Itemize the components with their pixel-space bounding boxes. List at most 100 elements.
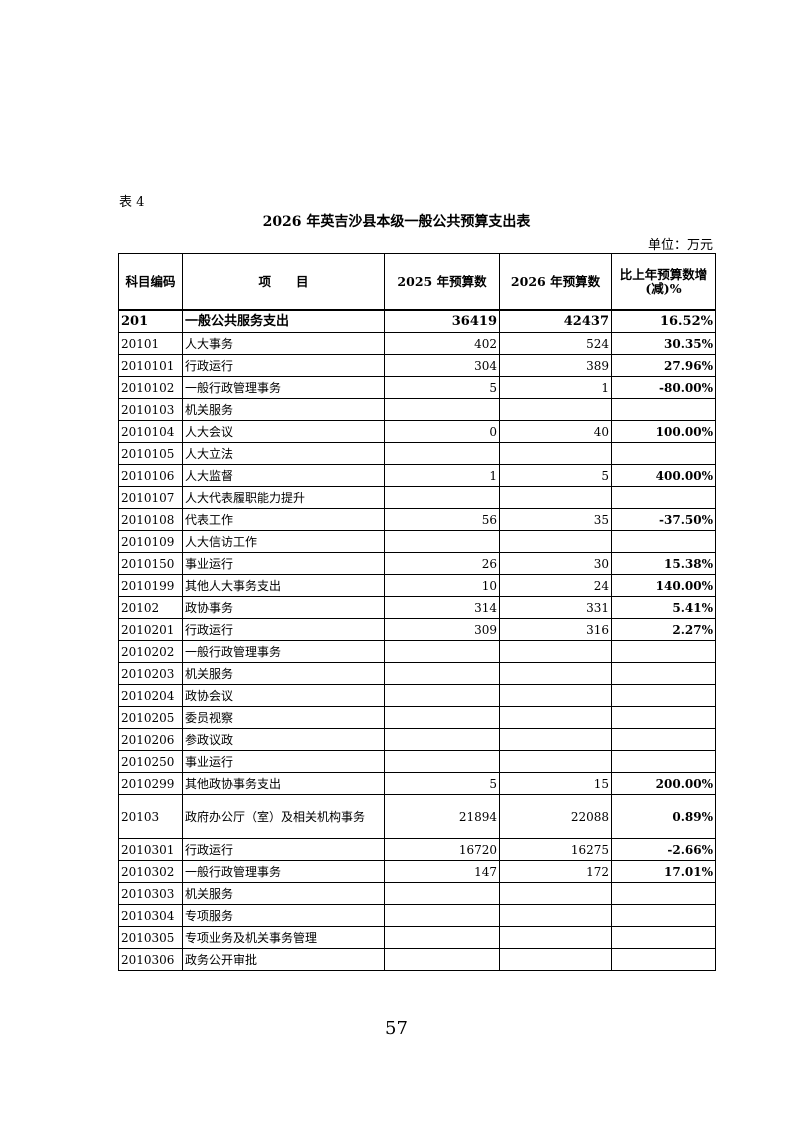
cell-item: 委员视察 bbox=[182, 706, 385, 729]
cell-item: 政务公开审批 bbox=[182, 948, 385, 971]
cell-change bbox=[611, 684, 716, 707]
cell-2025: 16720 bbox=[384, 838, 500, 861]
cell-2026: 35 bbox=[499, 508, 612, 531]
cell-item: 人大立法 bbox=[182, 442, 385, 465]
page-number: 57 bbox=[385, 1018, 408, 1039]
cell-item: 人大会议 bbox=[182, 420, 385, 443]
cell-2026: 15 bbox=[499, 772, 612, 795]
table-row: 2010104 人大会议 0 40 100.00% bbox=[118, 420, 716, 443]
cell-item: 一般行政管理事务 bbox=[182, 376, 385, 399]
cell-item: 人大代表履职能力提升 bbox=[182, 486, 385, 509]
cell-item: 人大信访工作 bbox=[182, 530, 385, 553]
table-row: 2010206 参政议政 bbox=[118, 728, 716, 751]
table-row: 2010106 人大监督 1 5 400.00% bbox=[118, 464, 716, 487]
table-row: 20101 人大事务 402 524 30.35% bbox=[118, 332, 716, 355]
cell-2026: 5 bbox=[499, 464, 612, 487]
cell-change bbox=[611, 926, 716, 949]
cell-2025 bbox=[384, 684, 500, 707]
cell-2026 bbox=[499, 882, 612, 905]
table-row: 2010108 代表工作 56 35 -37.50% bbox=[118, 508, 716, 531]
cell-2026 bbox=[499, 948, 612, 971]
cell-code: 2010301 bbox=[118, 838, 183, 861]
cell-2026 bbox=[499, 904, 612, 927]
cell-code: 2010205 bbox=[118, 706, 183, 729]
cell-change bbox=[611, 530, 716, 553]
cell-code: 2010104 bbox=[118, 420, 183, 443]
table-row: 2010304 专项服务 bbox=[118, 904, 716, 927]
cell-item: 机关服务 bbox=[182, 882, 385, 905]
cell-code: 2010202 bbox=[118, 640, 183, 663]
cell-2025: 26 bbox=[384, 552, 500, 575]
cell-code: 2010103 bbox=[118, 398, 183, 421]
cell-code: 2010201 bbox=[118, 618, 183, 641]
table-row: 2010250 事业运行 bbox=[118, 750, 716, 773]
table-row: 2010302 一般行政管理事务 147 172 17.01% bbox=[118, 860, 716, 883]
cell-change: 27.96% bbox=[611, 354, 716, 377]
table-row: 2010305 专项业务及机关事务管理 bbox=[118, 926, 716, 949]
cell-2025: 5 bbox=[384, 376, 500, 399]
cell-change: 30.35% bbox=[611, 332, 716, 355]
cell-2026 bbox=[499, 728, 612, 751]
cell-change: 0.89% bbox=[611, 794, 716, 839]
cell-change bbox=[611, 640, 716, 663]
cell-code: 20103 bbox=[118, 794, 183, 839]
cell-2025: 147 bbox=[384, 860, 500, 883]
cell-code: 20101 bbox=[118, 332, 183, 355]
cell-code: 2010306 bbox=[118, 948, 183, 971]
cell-code: 2010150 bbox=[118, 552, 183, 575]
cell-2026 bbox=[499, 662, 612, 685]
cell-item: 代表工作 bbox=[182, 508, 385, 531]
cell-code: 2010305 bbox=[118, 926, 183, 949]
cell-item: 一般行政管理事务 bbox=[182, 860, 385, 883]
cell-change: 17.01% bbox=[611, 860, 716, 883]
cell-code: 2010107 bbox=[118, 486, 183, 509]
table-row: 2010205 委员视察 bbox=[118, 706, 716, 729]
cell-2025: 314 bbox=[384, 596, 500, 619]
cell-2026 bbox=[499, 684, 612, 707]
cell-change: 15.38% bbox=[611, 552, 716, 575]
cell-change: 2.27% bbox=[611, 618, 716, 641]
table-row: 2010204 政协会议 bbox=[118, 684, 716, 707]
cell-2025: 21894 bbox=[384, 794, 500, 839]
cell-2025 bbox=[384, 750, 500, 773]
cell-2026: 389 bbox=[499, 354, 612, 377]
cell-code: 2010203 bbox=[118, 662, 183, 685]
cell-2025 bbox=[384, 706, 500, 729]
cell-2025: 402 bbox=[384, 332, 500, 355]
cell-2026 bbox=[499, 530, 612, 553]
cell-change: 400.00% bbox=[611, 464, 716, 487]
cell-change: -2.66% bbox=[611, 838, 716, 861]
cell-2026 bbox=[499, 640, 612, 663]
cell-2025: 0 bbox=[384, 420, 500, 443]
cell-2026 bbox=[499, 398, 612, 421]
cell-2025 bbox=[384, 882, 500, 905]
cell-code: 2010108 bbox=[118, 508, 183, 531]
header-2025: 2025 年预算数 bbox=[384, 253, 500, 311]
cell-item: 行政运行 bbox=[182, 838, 385, 861]
cell-change bbox=[611, 486, 716, 509]
unit-label: 单位：万元 bbox=[647, 238, 713, 253]
cell-change bbox=[611, 882, 716, 905]
cell-2026: 1 bbox=[499, 376, 612, 399]
cell-2025 bbox=[384, 662, 500, 685]
cell-2025: 1 bbox=[384, 464, 500, 487]
cell-2026 bbox=[499, 750, 612, 773]
table-row: 2010102 一般行政管理事务 5 1 -80.00% bbox=[118, 376, 716, 399]
cell-item: 参政议政 bbox=[182, 728, 385, 751]
cell-change bbox=[611, 706, 716, 729]
cell-change bbox=[611, 662, 716, 685]
cell-code: 2010204 bbox=[118, 684, 183, 707]
cell-2026: 40 bbox=[499, 420, 612, 443]
table-row: 2010306 政务公开审批 bbox=[118, 948, 716, 971]
cell-2025 bbox=[384, 640, 500, 663]
cell-2025 bbox=[384, 398, 500, 421]
cell-item: 政协事务 bbox=[182, 596, 385, 619]
cell-change bbox=[611, 442, 716, 465]
table-body: 201 一般公共服务支出 36419 42437 16.52% 20101 人大事务 402 5… bbox=[118, 309, 716, 971]
cell-item: 机关服务 bbox=[182, 662, 385, 685]
cell-2025 bbox=[384, 486, 500, 509]
cell-change: 200.00% bbox=[611, 772, 716, 795]
cell-2026: 42437 bbox=[499, 309, 612, 333]
cell-2025: 304 bbox=[384, 354, 500, 377]
cell-change: -80.00% bbox=[611, 376, 716, 399]
